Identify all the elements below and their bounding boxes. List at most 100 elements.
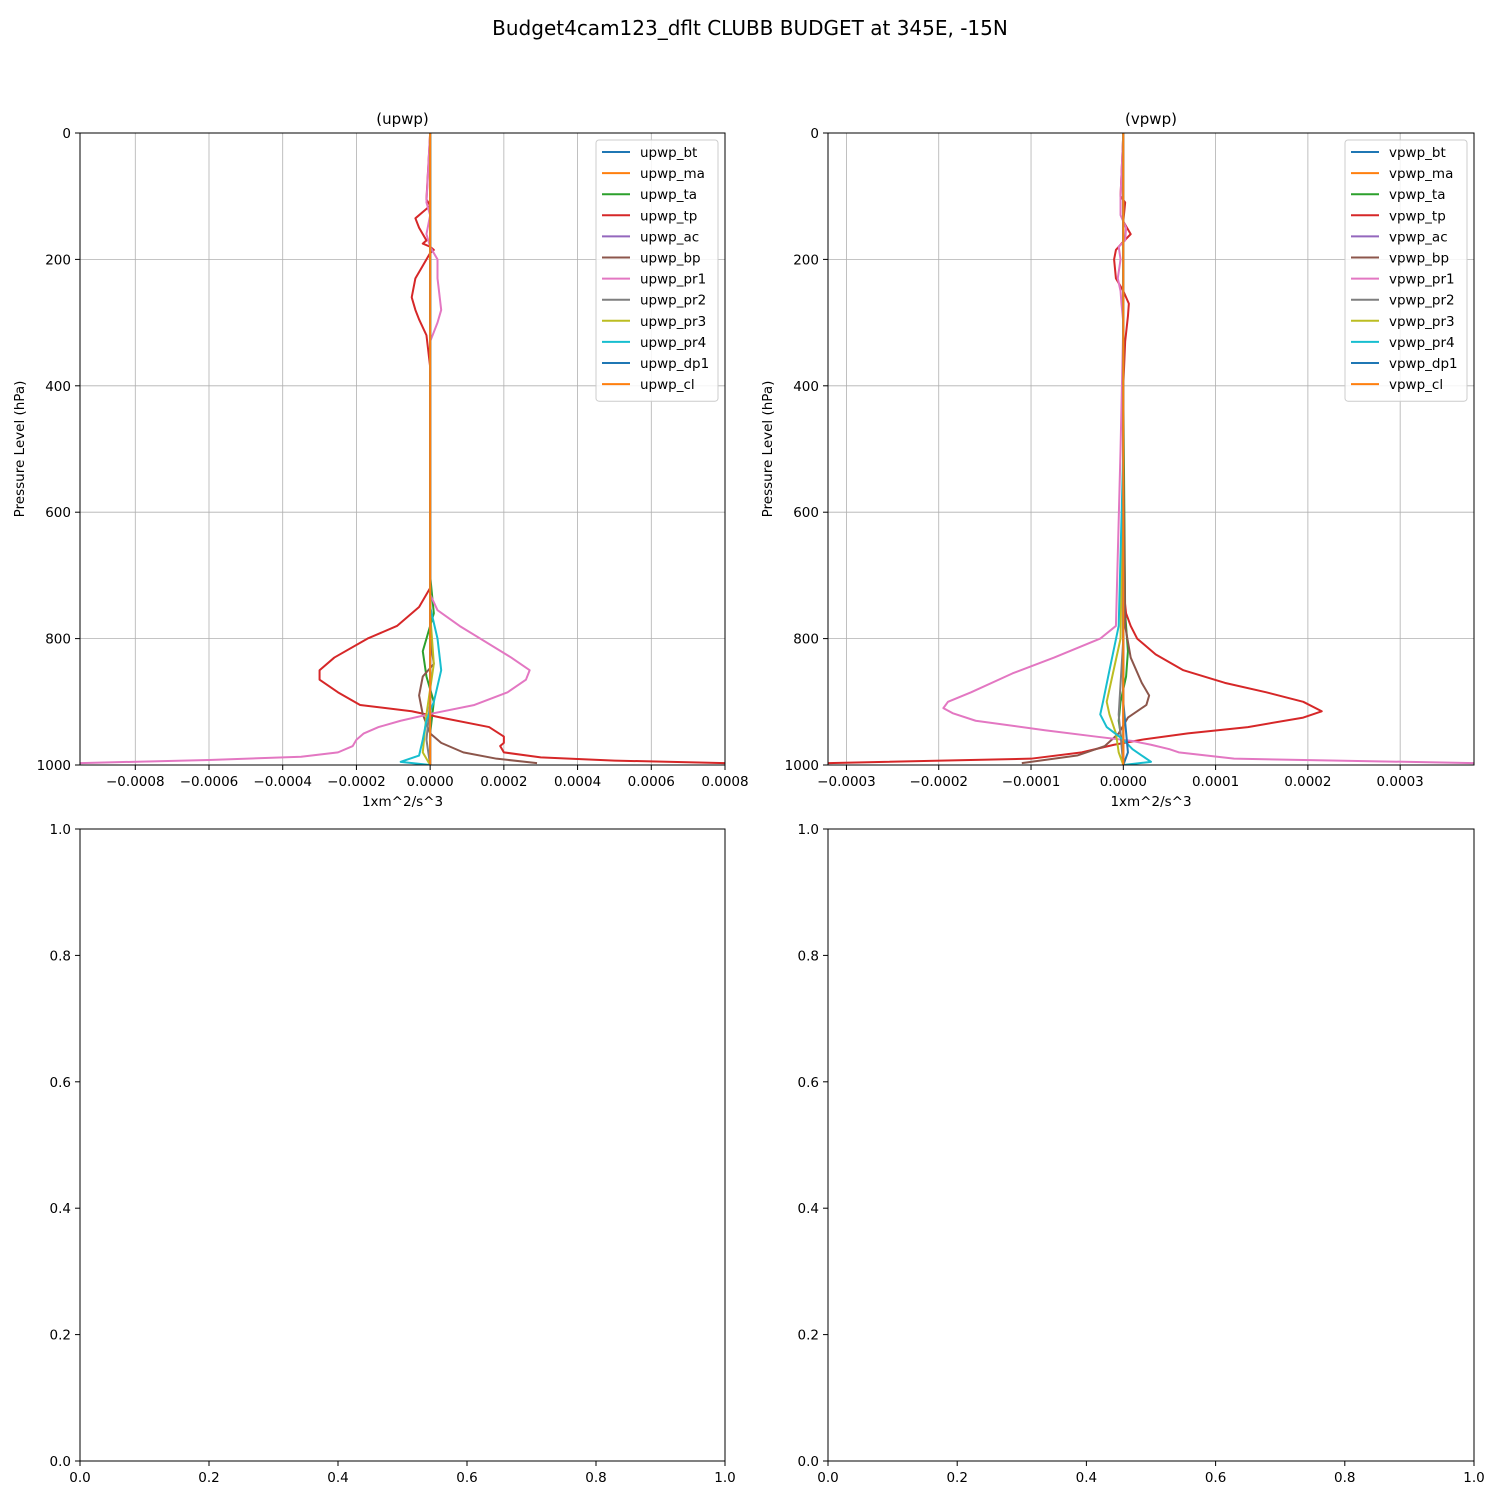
y-tick-label: 0.4 bbox=[50, 1201, 71, 1217]
x-tick-label: −0.0002 bbox=[909, 774, 968, 790]
y-tick-label: 0.4 bbox=[798, 1201, 819, 1217]
y-axis-label: Pressure Level (hPa) bbox=[760, 381, 776, 518]
panel-title: (upwp) bbox=[376, 110, 429, 128]
legend-entry: upwp_bp bbox=[640, 251, 701, 267]
legend-entry: vpwp_ta bbox=[1389, 187, 1446, 203]
x-tick-label: 0.6 bbox=[456, 1470, 477, 1486]
legend-entry: upwp_pr4 bbox=[640, 335, 706, 351]
chart-panel-4: 0.0 0.2 0.4 0.6 0.8 1.0 0.0 0.2 0.4 0.6 0.8 1.0 bbox=[798, 822, 1485, 1486]
y-tick-label: 0 bbox=[810, 126, 819, 142]
x-tick-label: 0.0003 bbox=[1377, 774, 1424, 790]
legend-entry: upwp_ac bbox=[640, 229, 699, 245]
legend-entry: vpwp_pr3 bbox=[1389, 314, 1455, 330]
x-tick-label: 0.0008 bbox=[701, 774, 748, 790]
y-tick-label: 0.2 bbox=[798, 1328, 819, 1344]
legend-entry: upwp_cl bbox=[640, 377, 695, 393]
legend-entry: vpwp_cl bbox=[1389, 377, 1443, 393]
x-tick-label: 0.8 bbox=[1334, 1470, 1355, 1486]
y-tick-label: 1.0 bbox=[50, 822, 71, 838]
y-tick-label: 0.0 bbox=[798, 1454, 819, 1470]
x-tick-label: 0.0000 bbox=[407, 774, 454, 790]
legend-entry: vpwp_bt bbox=[1389, 145, 1446, 161]
x-tick-label: 0.0000 bbox=[1100, 774, 1147, 790]
x-tick-label: 1.0 bbox=[1463, 1470, 1484, 1486]
legend-entry: vpwp_tp bbox=[1389, 208, 1446, 224]
x-tick-label: 0.0 bbox=[69, 1470, 90, 1486]
series-line-vpwp_bp bbox=[1021, 133, 1151, 765]
axes-frame bbox=[827, 132, 1475, 766]
legend-box bbox=[595, 139, 719, 402]
series-group bbox=[828, 133, 1474, 765]
legend-entry: upwp_pr2 bbox=[640, 293, 706, 309]
legend-entry: vpwp_pr4 bbox=[1389, 335, 1455, 351]
legend-entry: vpwp_ac bbox=[1389, 229, 1448, 245]
legend-entry: vpwp_pr2 bbox=[1389, 293, 1455, 309]
y-tick-label: 1000 bbox=[785, 758, 819, 774]
x-tick-label: −0.0006 bbox=[180, 774, 239, 790]
x-tick-label: 0.4 bbox=[327, 1470, 348, 1486]
x-tick-label: 0.0002 bbox=[1284, 774, 1331, 790]
x-tick-label: 0.6 bbox=[1205, 1470, 1226, 1486]
x-tick-label: −0.0001 bbox=[1002, 774, 1061, 790]
series-line-vpwp_pr1 bbox=[942, 133, 1474, 765]
legend-entry: upwp_pr3 bbox=[640, 314, 706, 330]
x-tick-label: 0.8 bbox=[585, 1470, 606, 1486]
legend-entry: vpwp_bp bbox=[1389, 251, 1449, 267]
x-tick-label: 0.0 bbox=[817, 1470, 838, 1486]
y-tick-label: 0.6 bbox=[50, 1075, 71, 1091]
x-axis-label: 1xm^2/s^3 bbox=[362, 794, 443, 810]
legend-entry: vpwp_pr1 bbox=[1389, 272, 1455, 288]
x-tick-label: 0.4 bbox=[1076, 1470, 1097, 1486]
y-tick-label: 0.0 bbox=[50, 1454, 71, 1470]
y-tick-label: 0.8 bbox=[50, 948, 71, 964]
y-tick-label: 400 bbox=[45, 379, 71, 395]
y-tick-label: 200 bbox=[793, 252, 819, 268]
axes-frame bbox=[79, 828, 726, 1462]
legend-entry: upwp_ta bbox=[640, 187, 697, 203]
y-tick-label: 600 bbox=[45, 505, 71, 521]
y-tick-label: 0 bbox=[62, 126, 71, 142]
series-line-vpwp_tp bbox=[828, 133, 1323, 765]
panel-title: (vpwp) bbox=[1125, 110, 1177, 128]
x-tick-label: 0.0001 bbox=[1192, 774, 1239, 790]
x-tick-label: −0.0002 bbox=[327, 774, 386, 790]
x-tick-label: 0.0004 bbox=[554, 774, 601, 790]
axes-frame bbox=[79, 132, 726, 766]
legend-entry: upwp_dp1 bbox=[640, 356, 709, 372]
y-tick-label: 0.6 bbox=[798, 1075, 819, 1091]
x-tick-label: −0.0004 bbox=[253, 774, 312, 790]
y-tick-label: 200 bbox=[45, 252, 71, 268]
x-tick-label: −0.0008 bbox=[106, 774, 165, 790]
figure-title: Budget4cam123_dflt CLUBB BUDGET at 345E,… bbox=[492, 16, 1008, 40]
y-tick-label: 800 bbox=[45, 632, 71, 648]
axes-frame bbox=[827, 828, 1475, 1462]
x-tick-label: 0.2 bbox=[198, 1470, 219, 1486]
series-line-upwp_pr4 bbox=[399, 133, 443, 765]
legend-entry: upwp_tp bbox=[640, 208, 697, 224]
legend-entry: upwp_pr1 bbox=[640, 272, 706, 288]
series-line-vpwp_pr4 bbox=[1099, 133, 1152, 765]
x-tick-label: 1.0 bbox=[714, 1470, 735, 1486]
x-tick-label: 0.2 bbox=[946, 1470, 967, 1486]
y-tick-label: 0.8 bbox=[798, 948, 819, 964]
y-tick-label: 1000 bbox=[37, 758, 71, 774]
chart-panel-1: −0.0008 −0.0006 −0.0004 −0.0002 0.0000 0.0002… bbox=[12, 110, 749, 810]
y-tick-label: 400 bbox=[793, 379, 819, 395]
legend-box bbox=[1344, 139, 1468, 402]
legend: upwp_bt upwp_ma upwp_ta upwp_tp upwp_ac upwp_… bbox=[595, 139, 719, 402]
legend-entry: vpwp_dp1 bbox=[1389, 356, 1458, 372]
y-tick-label: 800 bbox=[793, 632, 819, 648]
legend-entry: vpwp_ma bbox=[1389, 166, 1453, 182]
y-tick-label: 1.0 bbox=[798, 822, 819, 838]
series-line-upwp_tp bbox=[318, 133, 725, 765]
legend-entry: upwp_ma bbox=[640, 166, 705, 182]
chart-panel-3: 0.0 0.2 0.4 0.6 0.8 1.0 0.0 0.2 0.4 0.6 0.8 1.0 bbox=[50, 822, 736, 1486]
legend-entry: upwp_bt bbox=[640, 145, 697, 161]
series-group bbox=[80, 133, 725, 765]
legend: vpwp_bt vpwp_ma vpwp_ta vpwp_tp vpwp_ac vpwp_… bbox=[1344, 139, 1468, 402]
x-tick-label: 0.0002 bbox=[480, 774, 527, 790]
series-line-upwp_pr1 bbox=[80, 133, 531, 765]
y-tick-label: 600 bbox=[793, 505, 819, 521]
chart-panel-2: −0.0003 −0.0002 −0.0001 0.0000 0.0001 0.0002 0… bbox=[760, 110, 1475, 810]
